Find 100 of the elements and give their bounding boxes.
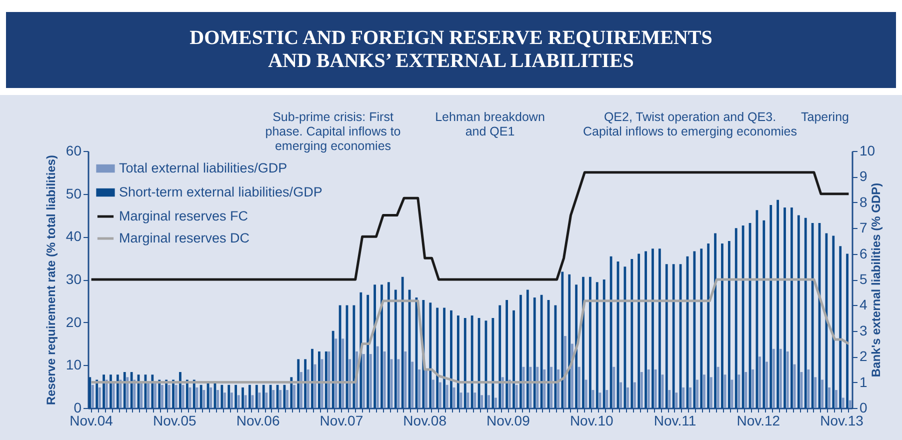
bar: [380, 284, 383, 408]
bar: [776, 200, 779, 408]
bar: [716, 366, 720, 408]
bar: [758, 356, 761, 408]
bar: [429, 302, 432, 408]
bar: [272, 390, 275, 408]
x-tick-label: Nov.08: [403, 412, 447, 428]
y2-tick-label: 3: [860, 322, 868, 338]
x-tick-label: Nov.09: [486, 412, 530, 428]
bar: [161, 384, 164, 408]
y-axis-title: Reserve requirement rate (% total liabilities): [44, 154, 58, 406]
bar: [369, 354, 372, 408]
bar: [265, 392, 268, 408]
bar: [96, 380, 98, 408]
bar: [464, 318, 466, 408]
bar: [92, 384, 94, 408]
bar: [140, 382, 143, 408]
bar: [443, 308, 446, 408]
bar: [269, 384, 272, 408]
bar: [807, 369, 810, 408]
bar: [689, 387, 692, 408]
bar: [620, 382, 622, 408]
bar: [682, 387, 685, 408]
bar: [311, 348, 314, 408]
bar: [848, 400, 852, 408]
bar: [734, 228, 738, 408]
bar: [825, 233, 828, 408]
x-tick-label: Nov.04: [70, 412, 114, 428]
bar: [242, 387, 244, 408]
bar: [352, 305, 356, 408]
bar: [297, 359, 300, 408]
bar: [672, 264, 675, 408]
bar: [279, 390, 282, 408]
bar: [626, 387, 629, 408]
bar: [606, 390, 608, 408]
text: QE2, Twist operation and QE3. Capital inflows to emerging economies: [583, 110, 797, 138]
bar: [584, 380, 588, 408]
bar: [772, 348, 775, 408]
bar: [230, 392, 233, 408]
bar: [300, 372, 302, 408]
y2-tick-label: 0: [860, 400, 868, 416]
y-tick-label: 30: [66, 271, 82, 287]
bar: [494, 398, 497, 408]
bar: [578, 366, 580, 408]
x-tick-label: Nov.05: [153, 412, 197, 428]
y2-tick-label: 9: [860, 168, 868, 184]
bar: [314, 364, 316, 408]
bar: [536, 366, 539, 408]
bar: [168, 384, 170, 408]
bar: [543, 369, 546, 408]
bar: [438, 382, 442, 408]
y2-tick-label: 8: [860, 194, 868, 210]
bar: [665, 264, 668, 408]
bar: [714, 233, 716, 408]
bar: [721, 244, 724, 408]
annotation: Sub-prime crisis: First phase. Capital inflows to emerging economies: [265, 110, 401, 153]
bar: [306, 369, 310, 408]
bar: [786, 351, 789, 408]
bar: [520, 294, 522, 408]
bar: [640, 372, 643, 408]
bar: [318, 351, 320, 408]
bar: [237, 395, 240, 408]
y2-axis-title: Bank's external liabilities (% GDP): [869, 182, 884, 378]
bar: [770, 204, 772, 408]
bar: [376, 346, 379, 408]
bar: [466, 392, 470, 408]
y-tick-label: 20: [66, 314, 82, 330]
bar: [98, 387, 101, 408]
bar: [202, 390, 206, 408]
bar: [515, 384, 518, 408]
bar: [436, 308, 439, 408]
bar: [526, 290, 529, 408]
bar: [561, 272, 564, 408]
legend-label: Total external liabilities/GDP: [119, 160, 288, 176]
bar: [596, 282, 598, 408]
bar: [130, 372, 133, 408]
bar: [835, 390, 838, 408]
bar: [612, 366, 616, 408]
bar: [707, 244, 710, 408]
bar: [846, 254, 848, 408]
bar: [533, 297, 536, 408]
y2-tick-label: 6: [860, 245, 868, 262]
bar: [506, 300, 508, 408]
legend-label: Marginal reserves DC: [119, 230, 250, 246]
bar: [112, 382, 115, 408]
bar: [174, 384, 178, 408]
bar: [488, 395, 490, 408]
bar: [557, 369, 560, 408]
bar: [192, 380, 196, 408]
bar: [158, 380, 161, 408]
legend-label: Short-term external liabilities/GDP: [119, 184, 322, 200]
y2-tick-label: 5: [860, 271, 868, 287]
bar: [362, 354, 365, 408]
y2-tick-label: 2: [860, 348, 868, 364]
bar: [492, 318, 494, 408]
bar: [387, 282, 390, 408]
bar: [647, 369, 650, 408]
bar: [804, 218, 807, 408]
bar: [797, 215, 800, 408]
line-series: [90, 278, 850, 384]
